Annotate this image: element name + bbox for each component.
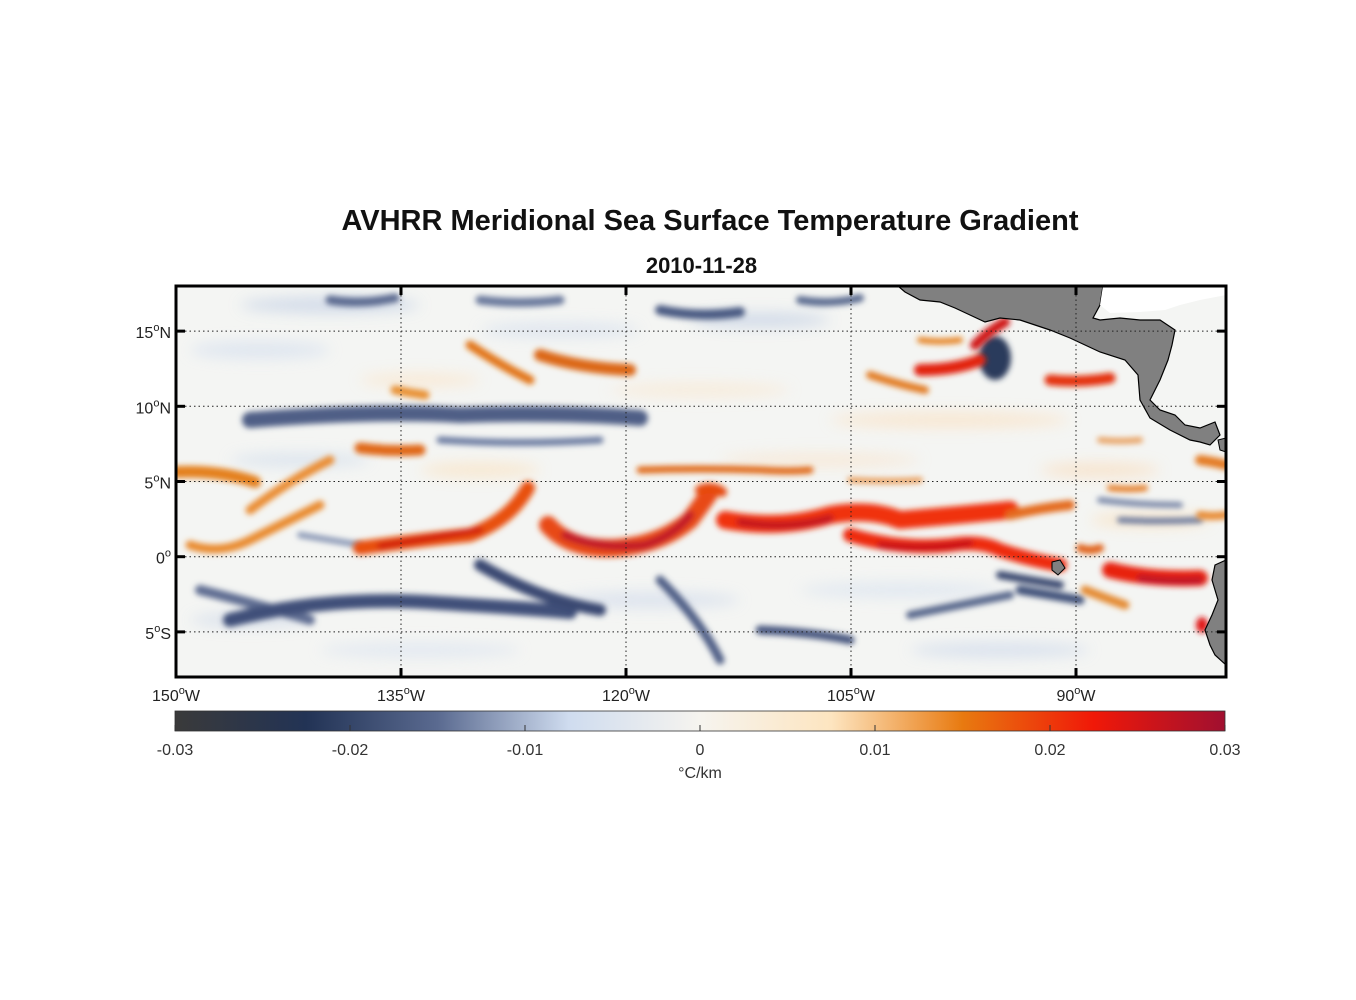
x-tick-label: 90oW bbox=[1056, 685, 1096, 705]
latitude-labels: 15oN 10oN 5oN 0o 5oS bbox=[136, 322, 171, 643]
x-tick-label: 105oW bbox=[827, 685, 876, 705]
y-tick-label: 5oS bbox=[145, 623, 171, 643]
colorbar-tick-label: 0.03 bbox=[1209, 742, 1240, 759]
negative-gradient-features bbox=[195, 293, 1203, 665]
weak-gradient-field bbox=[190, 297, 1210, 658]
colorbar-tick-label: 0.01 bbox=[859, 742, 890, 759]
y-tick-label: 10oN bbox=[136, 397, 171, 417]
colorbar-tick-label: 0 bbox=[696, 742, 705, 759]
ocean-background bbox=[176, 286, 1226, 677]
colorbar-tick-label: 0.02 bbox=[1034, 742, 1065, 759]
colorbar-units: °C/km bbox=[678, 765, 722, 782]
axis-ticks bbox=[174, 286, 1226, 677]
colorbar-ticks bbox=[174, 725, 1226, 731]
colorbar-tick-label: -0.02 bbox=[332, 742, 369, 759]
y-tick-label: 15oN bbox=[136, 322, 171, 342]
colorbar-tick-label: -0.03 bbox=[157, 742, 194, 759]
positive-gradient-features bbox=[176, 317, 1226, 633]
x-tick-label: 150oW bbox=[152, 685, 201, 705]
longitude-labels: 150oW 135oW 120oW 105oW 90oW bbox=[152, 685, 1096, 705]
x-tick-label: 135oW bbox=[377, 685, 426, 705]
colorbar-tick-labels: -0.03 -0.02 -0.01 0 0.01 0.02 0.03 bbox=[157, 742, 1241, 759]
map-title: AVHRR Meridional Sea Surface Temperature… bbox=[341, 205, 1079, 237]
map-subtitle: 2010-11-28 bbox=[645, 253, 758, 278]
colorbar-tick-label: -0.01 bbox=[507, 742, 544, 759]
x-tick-label: 120oW bbox=[602, 685, 651, 705]
land-mass bbox=[897, 286, 1226, 666]
y-tick-label: 0o bbox=[156, 548, 171, 568]
y-tick-label: 5oN bbox=[144, 473, 171, 493]
